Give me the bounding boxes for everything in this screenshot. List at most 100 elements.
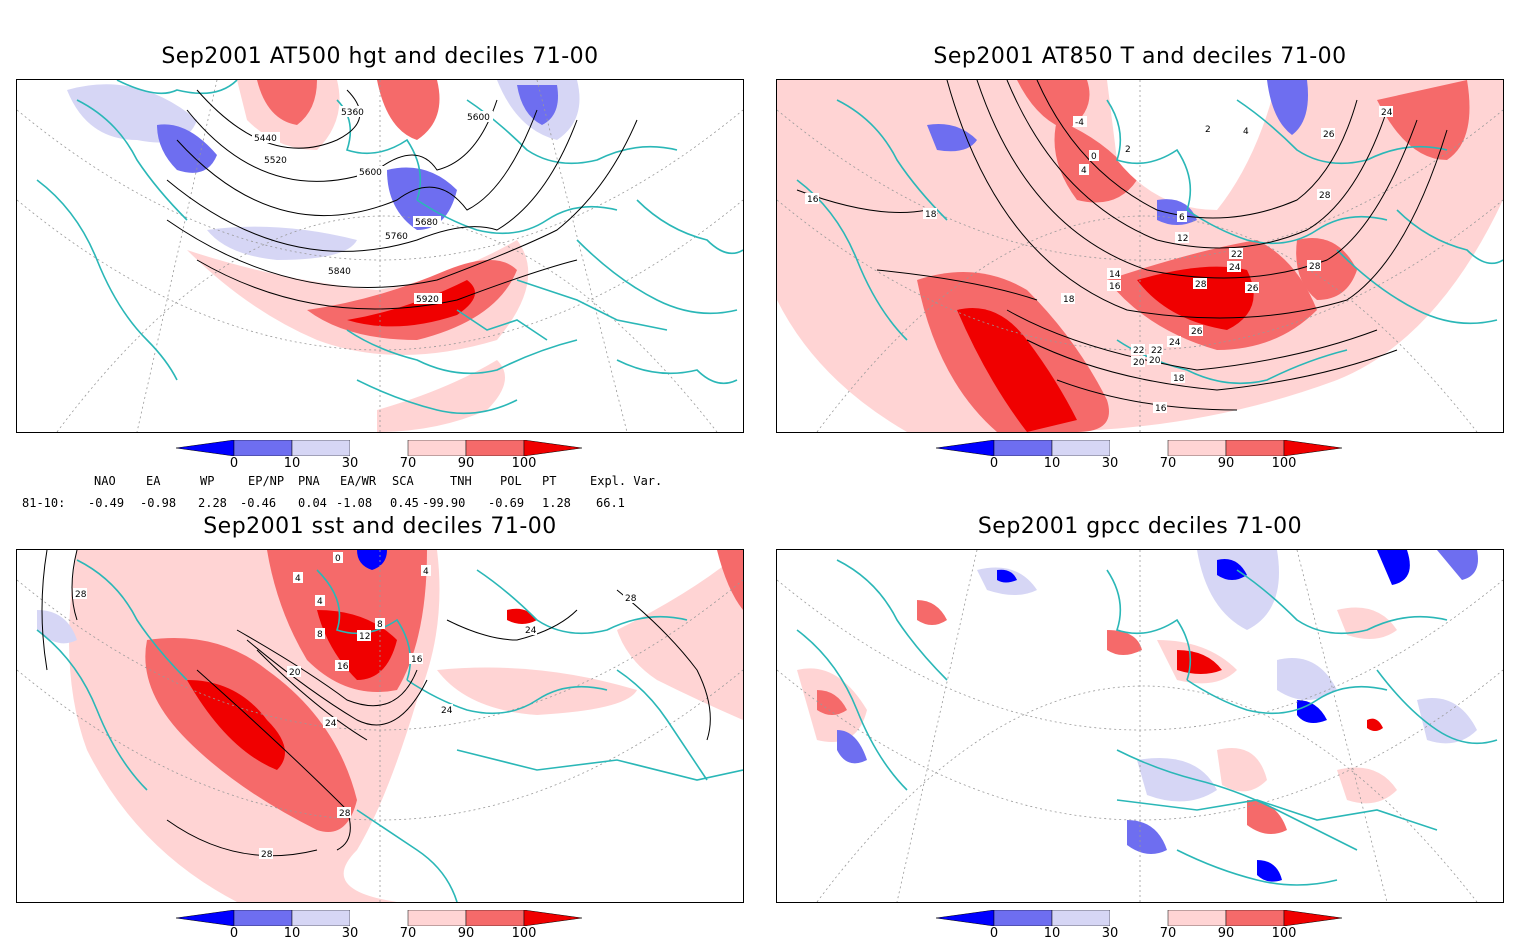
panel-title-sst: Sep2001 sst and deciles 71-00 (203, 514, 557, 539)
svg-text:16: 16 (807, 195, 819, 205)
svg-text:24: 24 (1169, 338, 1181, 348)
svg-text:22: 22 (1231, 250, 1242, 260)
tc-header: PT (542, 474, 557, 488)
map-gpcc-svg (777, 550, 1503, 902)
colorbar-tick: 100 (1271, 926, 1297, 941)
shade-red-arctic (1017, 80, 1090, 130)
contour-labels: 0 4 4 4 8 8 12 16 16 20 24 24 24 28 28 2… (73, 552, 637, 860)
map-panel-gpcc (776, 549, 1504, 903)
temperature-contours (796, 80, 1448, 411)
coastlines (796, 99, 1503, 385)
svg-text:8: 8 (377, 620, 383, 630)
svg-text:4: 4 (423, 567, 429, 577)
tc-value: -0.49 (88, 496, 125, 510)
shade-blue-mid (157, 124, 217, 173)
tc-header: POL (500, 474, 522, 488)
coastlines (36, 559, 743, 902)
svg-text:14: 14 (1109, 270, 1121, 280)
svg-text:2: 2 (1125, 145, 1131, 155)
svg-text:5840: 5840 (328, 267, 351, 277)
tc-header: WP (200, 474, 215, 488)
colorbar-tick: 90 (457, 456, 475, 471)
svg-text:28: 28 (261, 850, 273, 860)
svg-text:24: 24 (525, 626, 537, 636)
svg-text:26: 26 (1323, 130, 1335, 140)
svg-text:8: 8 (317, 630, 323, 640)
shade-blue-east-core (517, 85, 558, 125)
svg-text:18: 18 (1063, 295, 1075, 305)
svg-text:12: 12 (359, 632, 370, 642)
precip-speckle (797, 550, 1478, 882)
tc-header: SCA (392, 474, 414, 488)
colorbar-t850: 0 10 30 70 90 100 (935, 439, 1356, 476)
svg-text:26: 26 (1247, 284, 1259, 294)
map-sst-svg: 0 4 4 4 8 8 12 16 16 20 24 24 24 28 28 2… (17, 550, 743, 902)
graticule (17, 80, 743, 432)
svg-text:6: 6 (1179, 213, 1185, 223)
tc-row-label: 81-10: (22, 496, 66, 510)
svg-text:24: 24 (1229, 263, 1241, 273)
tc-header: EA/WR (340, 474, 377, 488)
colorbar-tick: 100 (1271, 456, 1297, 471)
svg-text:20: 20 (289, 668, 301, 678)
svg-text:24: 24 (1381, 108, 1393, 118)
map-panel-hgt: 5360 5440 5520 5600 5600 5680 5760 5840 … (16, 79, 744, 433)
shade-blue-nw (927, 124, 977, 152)
contour-labels: 5360 5440 5520 5600 5600 5680 5760 5840 … (252, 106, 493, 305)
colorbar-tick: 30 (341, 926, 359, 941)
colorbar-tick: 70 (399, 456, 417, 471)
tc-value: 1.28 (542, 496, 571, 510)
colorbar-tick: 90 (1217, 456, 1235, 471)
tc-value: -0.69 (488, 496, 525, 510)
svg-text:5360: 5360 (341, 108, 364, 118)
svg-text:5440: 5440 (254, 134, 277, 144)
colorbar-tick: 0 (229, 926, 239, 941)
colorbar-tick: 0 (989, 456, 999, 471)
svg-text:16: 16 (337, 662, 349, 672)
svg-text:28: 28 (625, 594, 637, 604)
colorbar-tick: 30 (1101, 456, 1119, 471)
svg-text:5920: 5920 (416, 295, 439, 305)
svg-text:22: 22 (1151, 346, 1162, 356)
colorbar-tick: 100 (511, 456, 537, 471)
svg-text:28: 28 (1195, 280, 1207, 290)
svg-text:4: 4 (1081, 166, 1087, 176)
svg-text:5680: 5680 (415, 218, 438, 228)
svg-text:24: 24 (441, 706, 453, 716)
shade-blue-arctic (357, 550, 387, 570)
map-panel-sst: 0 4 4 4 8 8 12 16 16 20 24 24 24 28 28 2… (16, 549, 744, 903)
panel-title-t850: Sep2001 AT850 T and deciles 71-00 (933, 44, 1347, 69)
svg-text:28: 28 (339, 809, 351, 819)
colorbar-tick: 10 (283, 456, 301, 471)
svg-text:28: 28 (1309, 262, 1321, 272)
height-contours (166, 89, 638, 310)
coastlines (796, 559, 1498, 886)
tc-value: 2.28 (198, 496, 227, 510)
tc-value: -0.98 (140, 496, 177, 510)
shade-red-north (1054, 120, 1137, 203)
svg-text:5760: 5760 (385, 232, 408, 242)
colorbar-swatches (935, 439, 1343, 457)
svg-text:16: 16 (411, 655, 423, 665)
svg-text:22: 22 (1133, 346, 1144, 356)
svg-text:28: 28 (75, 590, 87, 600)
tc-header: EP/NP (248, 474, 285, 488)
svg-text:26: 26 (1191, 327, 1203, 337)
shade-white-north (1107, 80, 1277, 210)
tc-header: EA (146, 474, 161, 488)
shade-red-atlantic-core (187, 680, 285, 770)
map-panel-t850: -4 0 2 4 4 2 6 12 14 16 16 18 18 20 22 2… (776, 79, 1504, 433)
svg-text:5520: 5520 (264, 156, 287, 166)
colorbar-tick: 70 (399, 926, 417, 941)
tc-header: TNH (450, 474, 472, 488)
svg-text:0: 0 (335, 554, 341, 564)
shade-pink-med (437, 667, 637, 715)
shade-red-europe-core (1137, 266, 1254, 330)
colorbar-swatches (175, 909, 583, 927)
coastlines (36, 80, 743, 415)
colorbar-sst: 0 10 30 70 90 100 (175, 909, 596, 946)
shade-blue-west (37, 610, 77, 644)
colorbar-swatches (935, 909, 1343, 927)
svg-text:18: 18 (925, 210, 937, 220)
svg-text:24: 24 (325, 719, 337, 729)
